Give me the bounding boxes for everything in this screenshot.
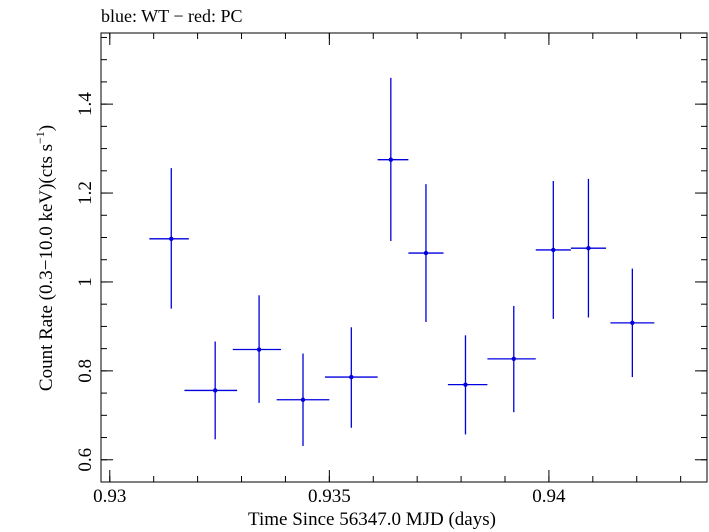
y-tick-label: 1.4	[75, 92, 96, 116]
x-tick-label: 0.93	[93, 486, 126, 507]
y-axis-label-close: )	[36, 125, 57, 131]
y-tick-label: 1.2	[75, 181, 96, 205]
data-marker	[169, 236, 174, 242]
data-marker	[511, 356, 516, 362]
data-point	[610, 268, 655, 378]
x-tick-label: 0.935	[308, 486, 351, 507]
chart-title: blue: WT − red: PC	[101, 6, 242, 26]
y-tick-label: 0.8	[75, 359, 96, 383]
x-tick-label: 0.94	[532, 486, 566, 507]
axis-ticks	[101, 33, 707, 483]
y-axis-label-exponent: −1	[33, 131, 47, 144]
data-point	[184, 341, 238, 440]
data-point	[377, 77, 409, 242]
y-axis-label: Count Rate (0.3−10.0 keV)(cts s−1)	[33, 125, 57, 391]
y-tick-label: 0.6	[75, 448, 96, 472]
data-point	[535, 181, 571, 319]
data-marker	[551, 247, 556, 253]
data-marker	[586, 245, 591, 251]
data-marker	[256, 347, 262, 352]
x-axis-label: Time Since 56347.0 MJD (days)	[248, 509, 496, 530]
data-marker	[388, 157, 394, 162]
data-point	[232, 295, 282, 403]
y-axis-label-main: Count Rate (0.3−10.0 keV)(cts s	[36, 144, 57, 391]
data-point	[276, 353, 330, 446]
data-point	[487, 305, 536, 413]
data-point	[149, 168, 189, 309]
data-marker	[423, 250, 429, 256]
data-marker	[630, 320, 635, 326]
data-marker	[300, 397, 306, 402]
axis-tick-labels: 0.93 0.935 0.94 0.6 0.8 1 1.2 1.4	[75, 92, 566, 507]
data-marker	[212, 388, 218, 393]
data-point	[447, 335, 488, 435]
data-marker	[463, 382, 468, 387]
data-marker	[349, 374, 354, 380]
data-points	[149, 77, 655, 446]
y-tick-label: 1	[75, 277, 96, 287]
plot-frame	[100, 32, 708, 483]
data-point	[324, 327, 378, 428]
data-point	[408, 184, 444, 322]
data-point	[570, 178, 606, 318]
